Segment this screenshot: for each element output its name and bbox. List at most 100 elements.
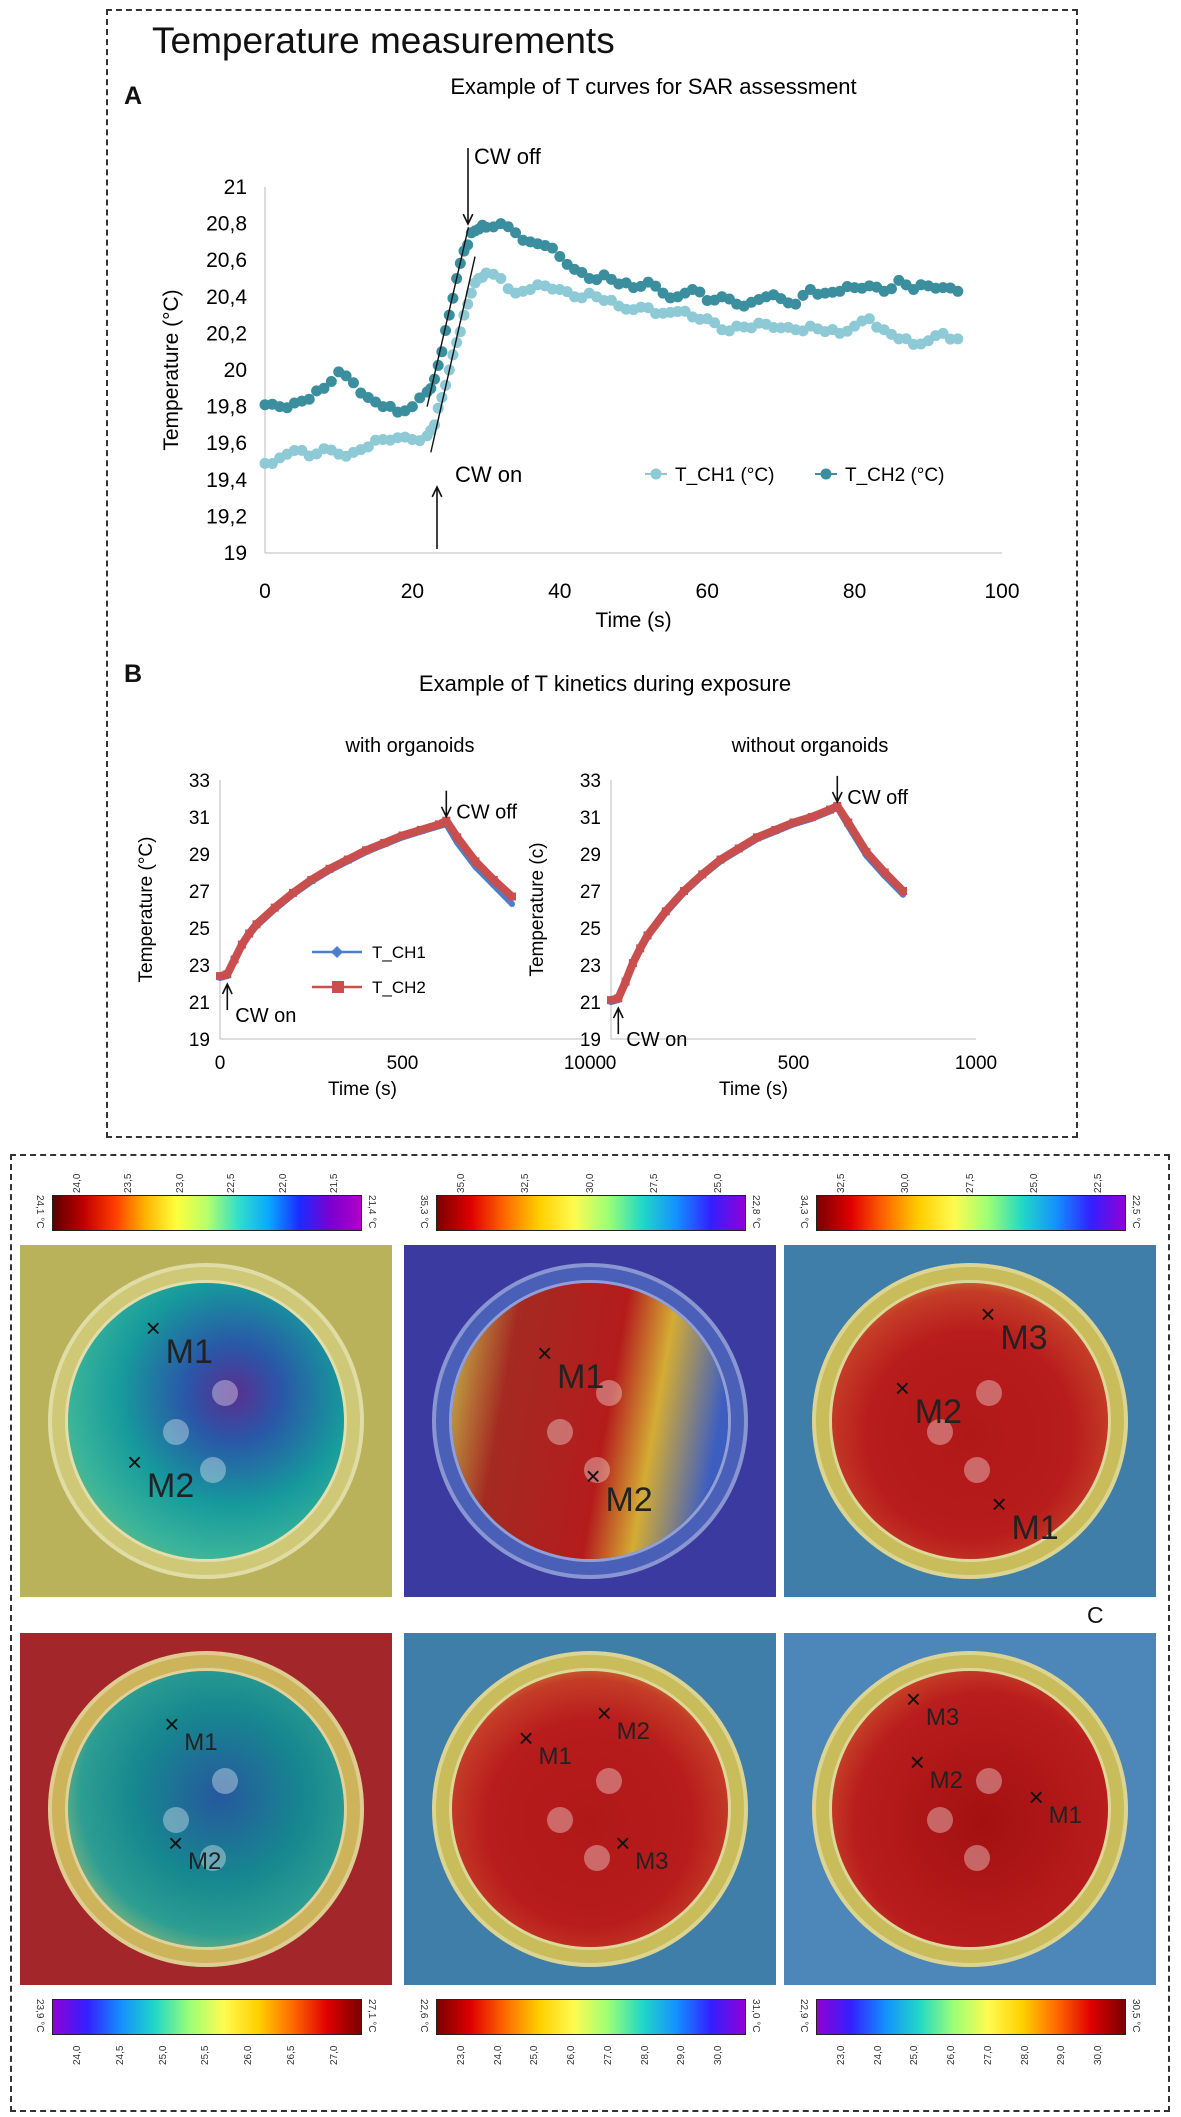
cw-off-arrow-head [440,806,452,819]
subplot-title: with organoids [345,735,475,757]
y-axis-label: Temperature (°C) [160,289,183,450]
well-interior [832,1283,1108,1559]
cw-on-label: CW on [235,1005,296,1027]
color-scale-tick-label: 24,0 [872,2045,884,2065]
legend-label: T_CH1 [372,943,426,962]
data-point [826,805,834,814]
measurement-marker: × [991,1489,1007,1520]
y-tick-label: 20 [224,359,247,382]
data-point [289,888,297,897]
y-tick-label: 33 [580,771,601,792]
measurement-marker-label: M2 [914,1393,962,1432]
y-tick-label: 20,2 [206,322,247,345]
data-point [380,838,389,847]
x-tick-label: 0 [259,580,271,603]
data-point [716,855,725,864]
y-tick-label: 21 [224,176,247,199]
data-point [362,441,374,453]
x-tick-label: 500 [387,1053,419,1074]
measurement-marker-label: M1 [1011,1509,1059,1548]
measurement-marker: × [164,1708,180,1739]
y-tick-label: 25 [189,919,210,940]
color-scale-max-label: 22,9 °C [798,1999,809,2033]
data-point [899,887,907,895]
data-point [880,868,889,877]
color-scale-tick-label: 23,0 [174,1173,186,1193]
data-point [698,870,707,879]
data-point [489,875,498,884]
color-scale-bar [436,1999,746,2035]
panel-b-label: B [124,660,143,688]
subplot-title: without organoids [731,735,889,757]
measurement-marker: × [145,1313,161,1344]
cw-on-label: CW on [455,462,522,487]
data-point [436,391,448,403]
color-scale-bar [816,1195,1126,1231]
y-tick-label: 21 [580,993,601,1014]
measurement-marker: × [596,1697,612,1728]
data-point [502,221,514,233]
y-tick-label: 27 [580,882,601,903]
y-axis-label: Temperature (°C) [136,837,157,983]
data-point [454,326,466,338]
color-scale-ticks: 23,0 24,0 25,0 26,0 27,0 28,0 29,0 30,0 [456,2037,724,2065]
thermal-image: × M1 × M2 × M3 [404,1633,776,1985]
color-scale-tick-label: 24,0 [72,2045,83,2065]
color-scale-bar [436,1195,746,1231]
data-point [216,972,224,981]
data-point [833,801,842,810]
y-tick-label: 27 [189,882,210,903]
data-point [362,846,370,855]
x-tick-label: 20 [401,580,424,603]
data-point [325,864,334,873]
data-point [252,920,261,929]
data-point [447,292,459,304]
data-point [576,266,588,278]
color-scale-tick-label: 30,0 [900,1173,912,1193]
data-point [465,287,477,299]
cw-off-arrow-head [831,791,843,804]
data-point [508,892,516,901]
measurement-marker: × [1028,1782,1044,1813]
color-scale-tick-label: 30,0 [1092,2045,1104,2065]
color-scale-tick-label: 35,0 [456,1173,467,1193]
data-point [554,251,566,263]
color-scale-min-label: 22,5 °C [1130,1195,1141,1229]
color-scale-bar [52,1195,362,1231]
data-point [429,373,441,385]
data-point [416,825,425,834]
thermal-image: × M1 × M2 [404,1245,776,1597]
series-line [216,816,516,981]
well-interior [452,1671,728,1947]
color-scale-tick-label: 30,0 [584,1173,596,1193]
color-scale-tick-label: 27,0 [602,2045,614,2065]
color-scale-tick-label: 29,0 [1056,2045,1068,2065]
color-scale-max-label: 34,3 °C [798,1195,809,1229]
x-tick-label: 100 [984,580,1019,603]
measurement-marker-label: M1 [184,1728,218,1756]
measurement-marker: × [585,1461,601,1492]
data-point [442,816,451,825]
x-tick-label: 80 [843,580,866,603]
data-point [436,346,448,358]
color-scale-tick-label: 26,0 [946,2045,958,2065]
y-tick-label: 29 [580,845,601,866]
cw-off-label: CW off [474,144,542,169]
data-point [451,337,463,349]
color-scale-tick-label: 24,0 [492,2045,504,2065]
thermal-frame [10,1154,1170,2112]
color-scale-tick-label: 25,0 [157,2045,169,2065]
cw-off-arrow-head [462,213,474,226]
organoid [584,1457,611,1484]
color-scale-min-label: 21,4 °C [366,1195,377,1229]
well-interior [68,1671,344,1947]
organoid [163,1806,190,1833]
chart-b-title: Example of T kinetics during exposure [419,671,791,696]
data-point [453,833,462,842]
organoid [584,1845,611,1872]
data-point [790,298,802,310]
cw-on-arrow-head [221,982,233,995]
color-scale-max-label: 22,6 °C [418,1999,429,2033]
measurement-marker-label: M3 [1000,1319,1048,1358]
chart-b: Example of T kinetics during exposure wit… [136,671,997,1100]
